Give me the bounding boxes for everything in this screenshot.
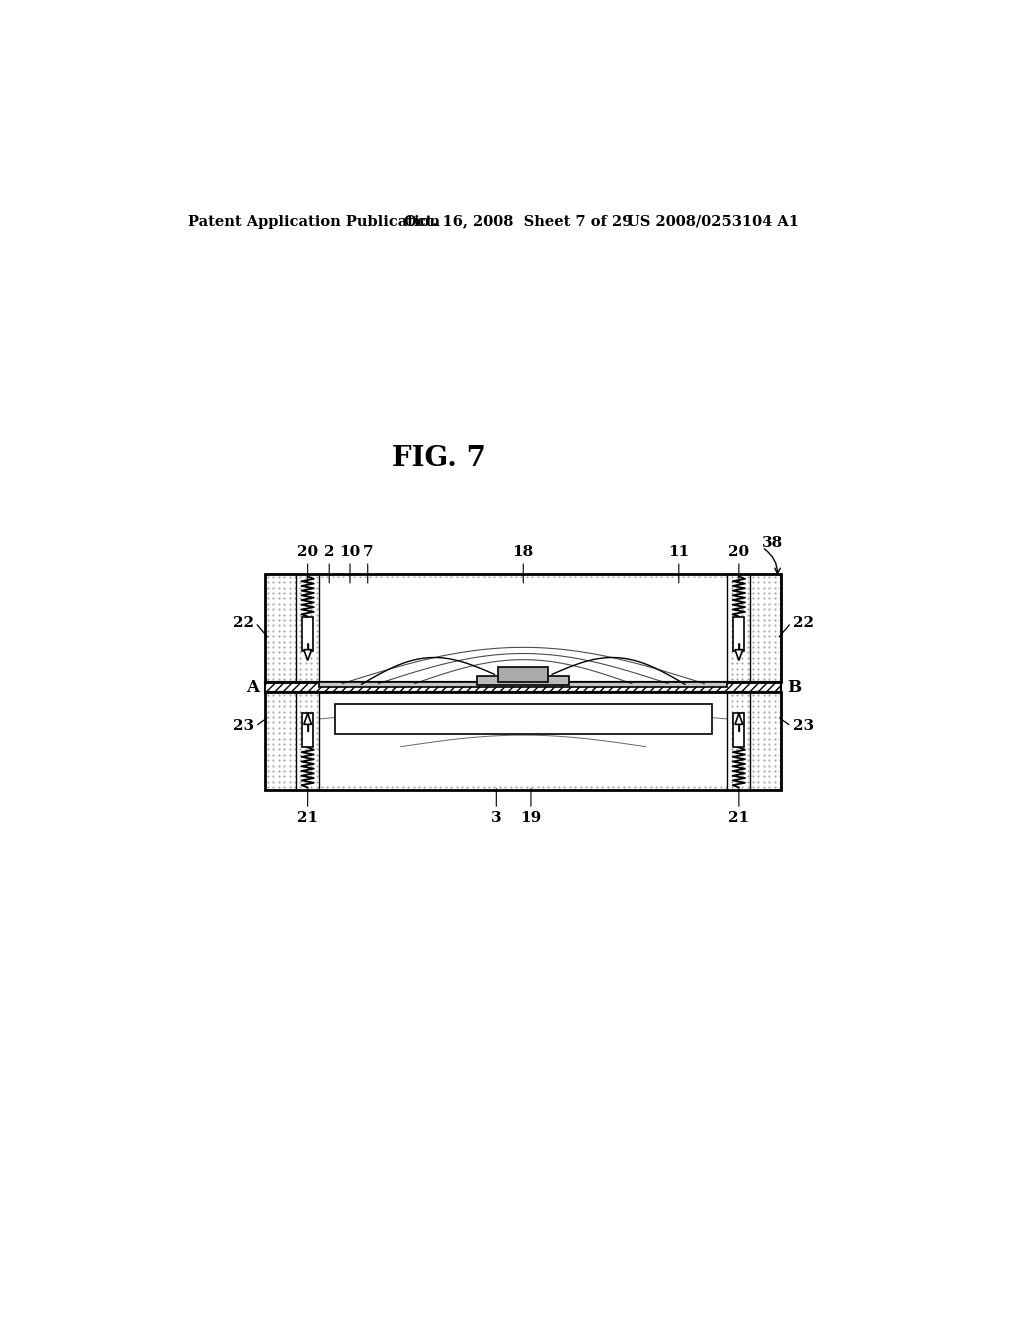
Text: A: A: [246, 678, 259, 696]
Text: Oct. 16, 2008  Sheet 7 of 29: Oct. 16, 2008 Sheet 7 of 29: [403, 215, 632, 228]
Bar: [319, 682, 727, 686]
Text: 38: 38: [762, 536, 783, 550]
Bar: [265, 692, 781, 789]
Bar: [499, 667, 548, 682]
Bar: [733, 713, 744, 747]
Polygon shape: [304, 649, 311, 660]
Bar: [302, 616, 313, 651]
Text: 7: 7: [362, 545, 373, 558]
Text: FIG. 7: FIG. 7: [391, 445, 485, 473]
Polygon shape: [735, 649, 742, 660]
Text: 19: 19: [520, 812, 542, 825]
Text: 18: 18: [513, 545, 534, 558]
Bar: [265, 574, 781, 682]
Bar: [265, 682, 781, 692]
Text: 11: 11: [669, 545, 689, 558]
Text: US 2008/0253104 A1: US 2008/0253104 A1: [628, 215, 799, 228]
Bar: [319, 692, 727, 785]
Bar: [477, 676, 569, 685]
Text: 22: 22: [232, 615, 254, 630]
Text: 10: 10: [339, 545, 360, 558]
Text: 23: 23: [793, 719, 814, 733]
Text: 23: 23: [232, 719, 254, 733]
Bar: [302, 713, 313, 747]
Bar: [319, 578, 727, 682]
Bar: [335, 704, 712, 734]
Text: 20: 20: [728, 545, 750, 558]
Text: B: B: [787, 678, 802, 696]
Bar: [265, 692, 781, 789]
Text: 22: 22: [793, 615, 814, 630]
Text: 21: 21: [728, 812, 750, 825]
Text: 3: 3: [490, 812, 502, 825]
Bar: [733, 616, 744, 651]
Polygon shape: [735, 714, 742, 725]
Text: 21: 21: [297, 812, 318, 825]
Polygon shape: [304, 714, 311, 725]
Text: Patent Application Publication: Patent Application Publication: [188, 215, 440, 228]
Text: 20: 20: [297, 545, 318, 558]
Text: 2: 2: [324, 545, 335, 558]
Bar: [265, 574, 781, 682]
